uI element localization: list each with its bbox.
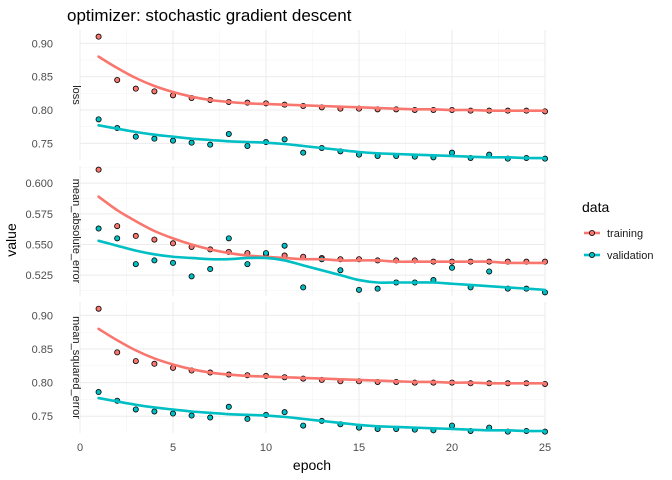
point-validation <box>225 403 232 410</box>
x-tick-label: 0 <box>77 442 83 454</box>
x-tick-label: 20 <box>446 442 458 454</box>
smooth-line-validation <box>97 396 547 433</box>
point-training <box>114 349 121 356</box>
point-training <box>114 223 121 230</box>
smooth-line-training <box>97 55 547 113</box>
y-tick-label: 0.80 <box>32 105 53 117</box>
panel-loss: 0.75 0.80 0.85 0.90 loss <box>32 30 549 162</box>
point-training <box>151 88 158 95</box>
point-validation <box>188 412 195 419</box>
y-tick-label: 0.525 <box>25 270 53 282</box>
y-axis-title: value <box>3 223 19 257</box>
y-tick-label: 0.90 <box>32 38 53 50</box>
point-validation <box>300 284 307 291</box>
panel-mean_squared_error: 0.75 0.80 0.85 0.90 mean_squared_error <box>32 302 549 435</box>
point-training <box>169 240 176 247</box>
legend-key-point-validation <box>589 251 596 258</box>
point-validation <box>132 406 139 413</box>
point-validation <box>281 409 288 416</box>
point-validation <box>132 261 139 268</box>
legend-label-validation: validation <box>607 250 653 262</box>
smooth-line-validation <box>97 239 547 292</box>
point-validation <box>225 235 232 242</box>
point-validation <box>244 142 251 149</box>
point-validation <box>114 235 121 242</box>
point-validation <box>281 242 288 249</box>
point-training <box>95 33 102 40</box>
x-tick-label: 10 <box>260 442 272 454</box>
x-tick-label: 25 <box>539 442 551 454</box>
point-validation <box>337 267 344 274</box>
point-training <box>132 232 139 239</box>
point-validation <box>486 268 493 275</box>
point-validation <box>300 149 307 156</box>
point-training <box>95 166 102 173</box>
point-validation <box>225 130 232 137</box>
point-validation <box>355 286 362 293</box>
facet-strip-label: loss <box>70 85 82 105</box>
point-validation <box>95 116 102 123</box>
point-validation <box>169 259 176 266</box>
legend-title: data <box>582 199 609 215</box>
y-tick-label: 0.75 <box>32 138 53 150</box>
chart-title: optimizer: stochastic gradient descent <box>67 6 352 25</box>
point-validation <box>300 422 307 429</box>
point-validation <box>151 257 158 264</box>
y-tick-label: 0.85 <box>32 72 53 84</box>
point-training <box>151 360 158 367</box>
point-validation <box>207 414 214 421</box>
point-validation <box>281 136 288 143</box>
point-validation <box>448 149 455 156</box>
point-validation <box>151 135 158 142</box>
point-validation <box>374 285 381 292</box>
smooth-line-validation <box>97 124 547 160</box>
smooth-line-training <box>97 195 547 265</box>
point-validation <box>262 250 269 257</box>
point-validation <box>448 264 455 271</box>
point-validation <box>132 133 139 140</box>
point-training <box>95 305 102 312</box>
x-tick-label: 15 <box>353 442 365 454</box>
smooth-line-training <box>97 327 547 385</box>
point-validation <box>95 225 102 232</box>
point-validation <box>244 261 251 268</box>
facet-panels: 0.75 0.80 0.85 0.90 loss 0.525 0.550 0.575 0.600… <box>25 30 551 454</box>
facet-strip-label: mean_absolute_error <box>70 179 82 284</box>
x-axis-title: epoch <box>293 457 331 473</box>
legend-label-training: training <box>607 228 643 240</box>
y-tick-label: 0.90 <box>32 310 53 322</box>
point-validation <box>244 415 251 422</box>
point-validation <box>188 139 195 146</box>
point-validation <box>188 273 195 280</box>
y-tick-label: 0.575 <box>25 209 53 221</box>
y-tick-label: 0.75 <box>32 411 53 423</box>
point-validation <box>448 422 455 429</box>
point-training <box>114 77 121 84</box>
point-validation <box>169 410 176 417</box>
y-tick-label: 0.85 <box>32 344 53 356</box>
point-validation <box>207 141 214 148</box>
point-training <box>151 236 158 243</box>
x-tick-label: 5 <box>170 442 176 454</box>
point-validation <box>95 389 102 396</box>
point-training <box>132 358 139 365</box>
legend-key-point-training <box>589 229 596 236</box>
point-validation <box>169 137 176 144</box>
y-tick-label: 0.80 <box>32 378 53 390</box>
y-tick-label: 0.600 <box>25 178 53 190</box>
panel-mean_absolute_error: 0.525 0.550 0.575 0.600 mean_absolute_error <box>25 166 549 296</box>
legend: data training validation <box>582 199 653 262</box>
facet-strip-label: mean_squared_error <box>70 316 82 419</box>
y-tick-label: 0.550 <box>25 239 53 251</box>
point-training <box>132 85 139 92</box>
point-validation <box>207 266 214 273</box>
point-validation <box>151 408 158 415</box>
